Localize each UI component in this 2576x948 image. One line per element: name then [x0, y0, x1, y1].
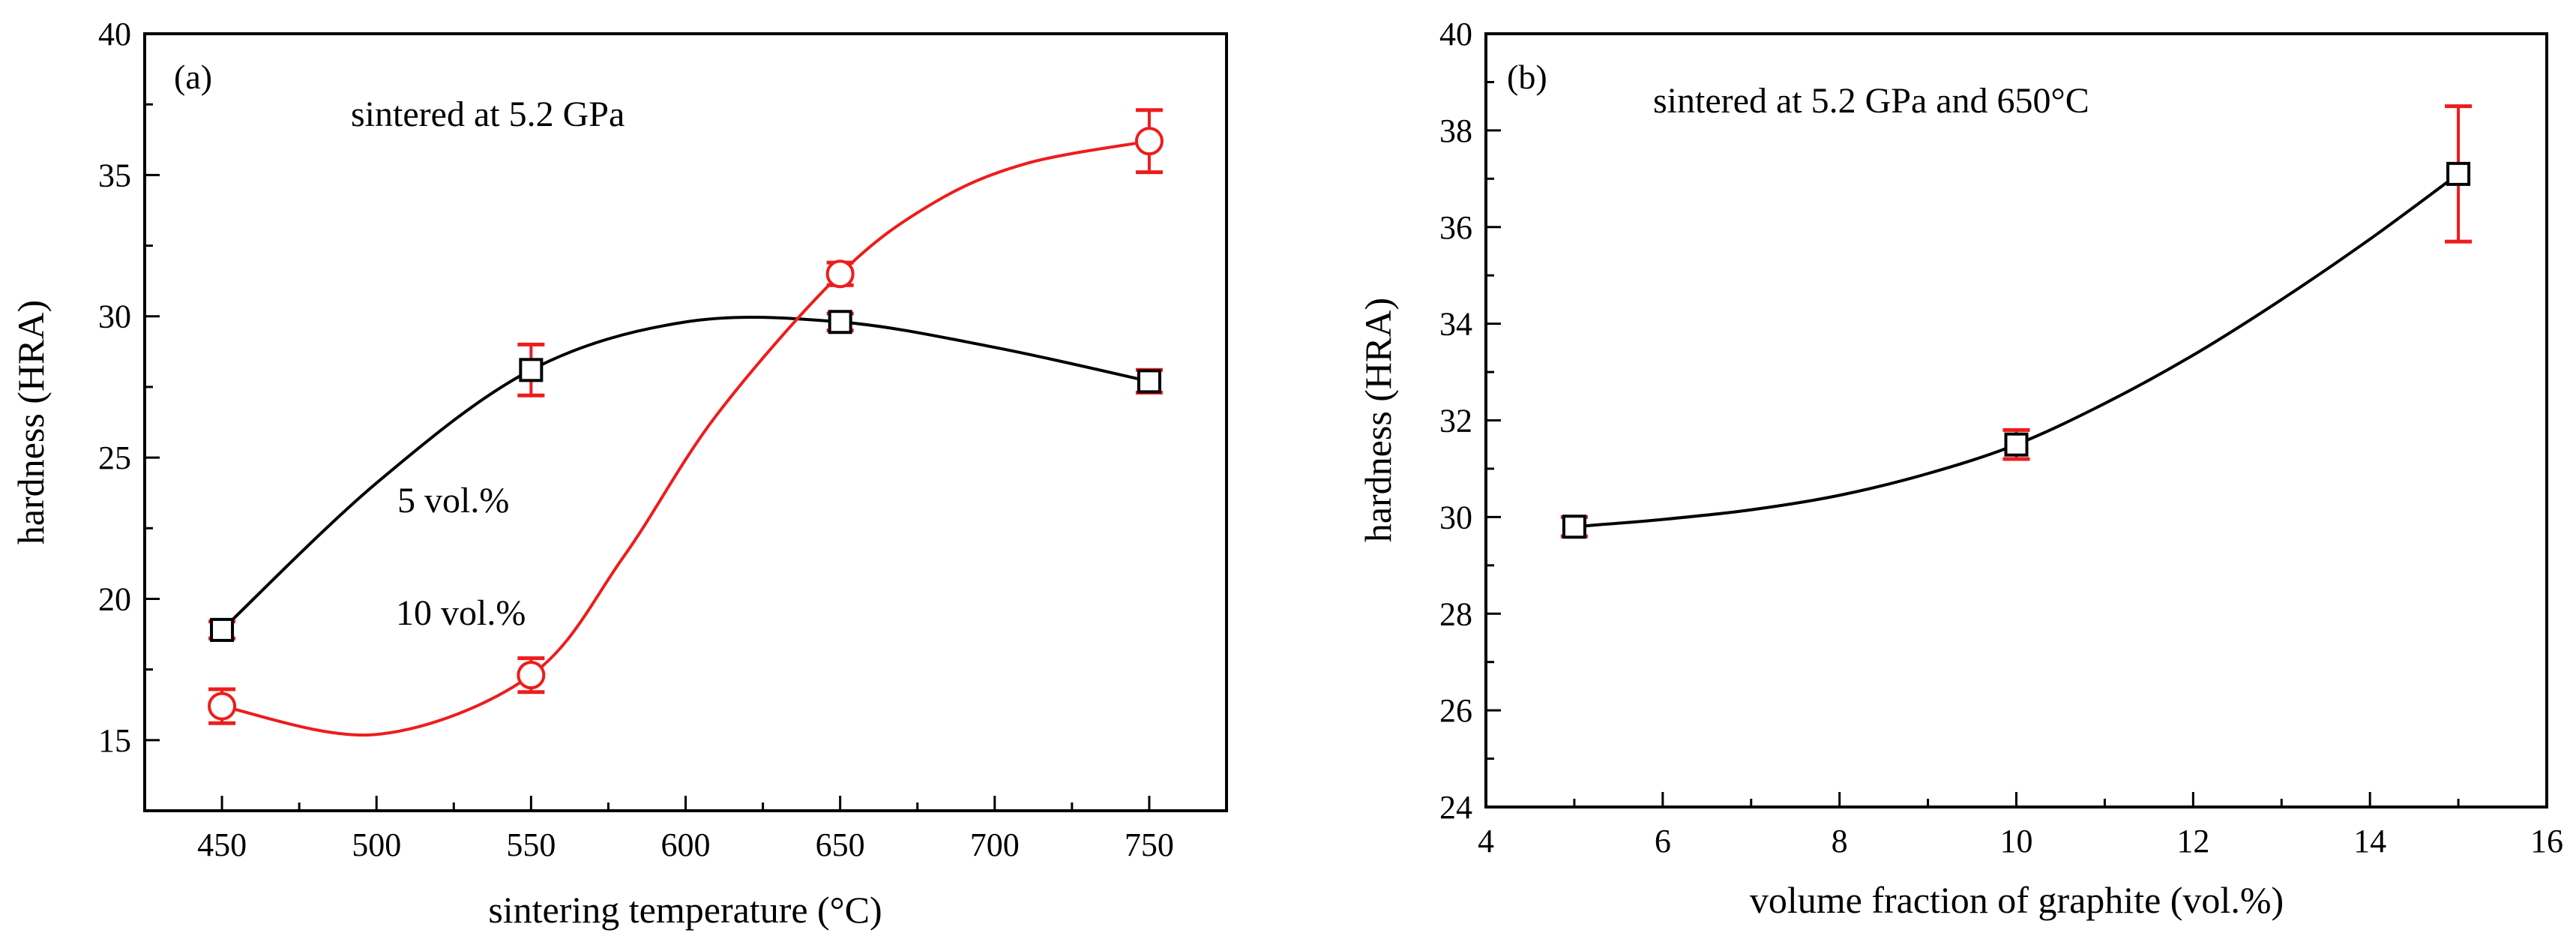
x-tick-label: 600	[661, 826, 711, 863]
data-point-circle	[517, 661, 546, 690]
x-tick-label: 750	[1125, 826, 1174, 863]
y-tick-label: 28	[1439, 596, 1472, 632]
x-tick-label: 14	[2353, 823, 2386, 860]
x-tick-label: 6	[1655, 823, 1671, 860]
panel-a-error-bars	[208, 108, 1163, 725]
panel-b-markers	[1562, 161, 2471, 539]
data-point-square	[2004, 432, 2029, 457]
x-tick-label: 16	[2530, 823, 2563, 860]
data-point-square	[210, 617, 235, 642]
panel-a-frame	[143, 32, 1228, 812]
x-tick-label: 650	[816, 826, 865, 863]
panel-a-title: sintered at 5.2 GPa	[351, 94, 625, 134]
panel-a-series-label-10vol: 10 vol.%	[396, 593, 526, 633]
panel-a-ticks	[145, 32, 1151, 812]
panel-b-title: sintered at 5.2 GPa and 650°C	[1653, 81, 2089, 121]
x-tick-label: 450	[197, 826, 247, 863]
data-point-circle	[825, 260, 855, 289]
y-tick-label: 35	[98, 157, 131, 194]
panel-a-y-axis-title: hardness (HRA)	[10, 300, 52, 544]
y-tick-label: 34	[1439, 306, 1472, 343]
data-point-square	[519, 358, 544, 382]
panel-b-error-bars	[1560, 104, 2473, 538]
x-tick-label: 700	[970, 826, 1020, 863]
y-tick-label: 30	[1439, 499, 1472, 536]
y-tick-label: 30	[98, 298, 131, 335]
x-tick-label: 4	[1478, 823, 1494, 860]
y-tick-label: 24	[1439, 789, 1472, 826]
panel-b-y-axis-title: hardness (HRA)	[1357, 298, 1399, 542]
y-tick-label: 40	[1439, 16, 1472, 52]
x-tick-label: 8	[1832, 823, 1848, 860]
x-tick-label: 500	[352, 826, 401, 863]
fit-line-10-vol-	[221, 140, 1150, 737]
panel-a-fit-lines	[220, 140, 1150, 737]
x-tick-label: 12	[2176, 823, 2209, 860]
y-tick-label: 36	[1439, 209, 1472, 246]
fit-line-hardness	[1574, 172, 2460, 529]
y-tick-label: 40	[98, 16, 131, 52]
panel-a-x-axis-title: sintering temperature (°C)	[488, 889, 882, 931]
fit-line-5-vol-	[220, 316, 1150, 632]
panel-b-label: (b)	[1507, 58, 1547, 96]
panel-b-fit-lines	[1574, 172, 2460, 529]
panel-a-markers	[208, 127, 1164, 721]
data-point-circle	[208, 692, 237, 721]
y-tick-label: 26	[1439, 692, 1472, 729]
panel-a-label: (a)	[174, 58, 212, 96]
data-point-circle	[1134, 127, 1164, 156]
panel-a-tick-labels: 450 500 550 600 650 700 750 15 20 25 30 35 40	[98, 16, 1174, 863]
y-tick-label: 32	[1439, 403, 1472, 440]
panel-b-x-axis-title: volume fraction of graphite (vol.%)	[1750, 879, 2284, 921]
y-tick-label: 15	[98, 722, 131, 759]
data-point-square	[1137, 369, 1161, 394]
panel-b-frame	[1484, 32, 2548, 808]
y-tick-label: 20	[98, 580, 131, 617]
panel-b: 4 6 8 10 12 14 16 24 26 28 30 32 34 36 38 40 (b) sinter…	[1357, 16, 2563, 921]
panel-b-tick-labels: 4 6 8 10 12 14 16 24 26 28 30 32 34 36 38 40	[1439, 16, 2563, 860]
data-point-square	[828, 310, 852, 334]
x-tick-label: 550	[506, 826, 556, 863]
panel-b-ticks	[1484, 32, 2548, 808]
panel-a-series-label-5vol: 5 vol.%	[397, 481, 509, 520]
y-tick-label: 25	[98, 440, 131, 476]
data-point-square	[2446, 161, 2471, 186]
x-tick-label: 10	[2000, 823, 2033, 860]
data-point-square	[1562, 514, 1586, 539]
panel-a: 450 500 550 600 650 700 750 15 20 25 30 35 40 (a) si…	[10, 16, 1228, 931]
y-tick-label: 38	[1439, 112, 1472, 149]
